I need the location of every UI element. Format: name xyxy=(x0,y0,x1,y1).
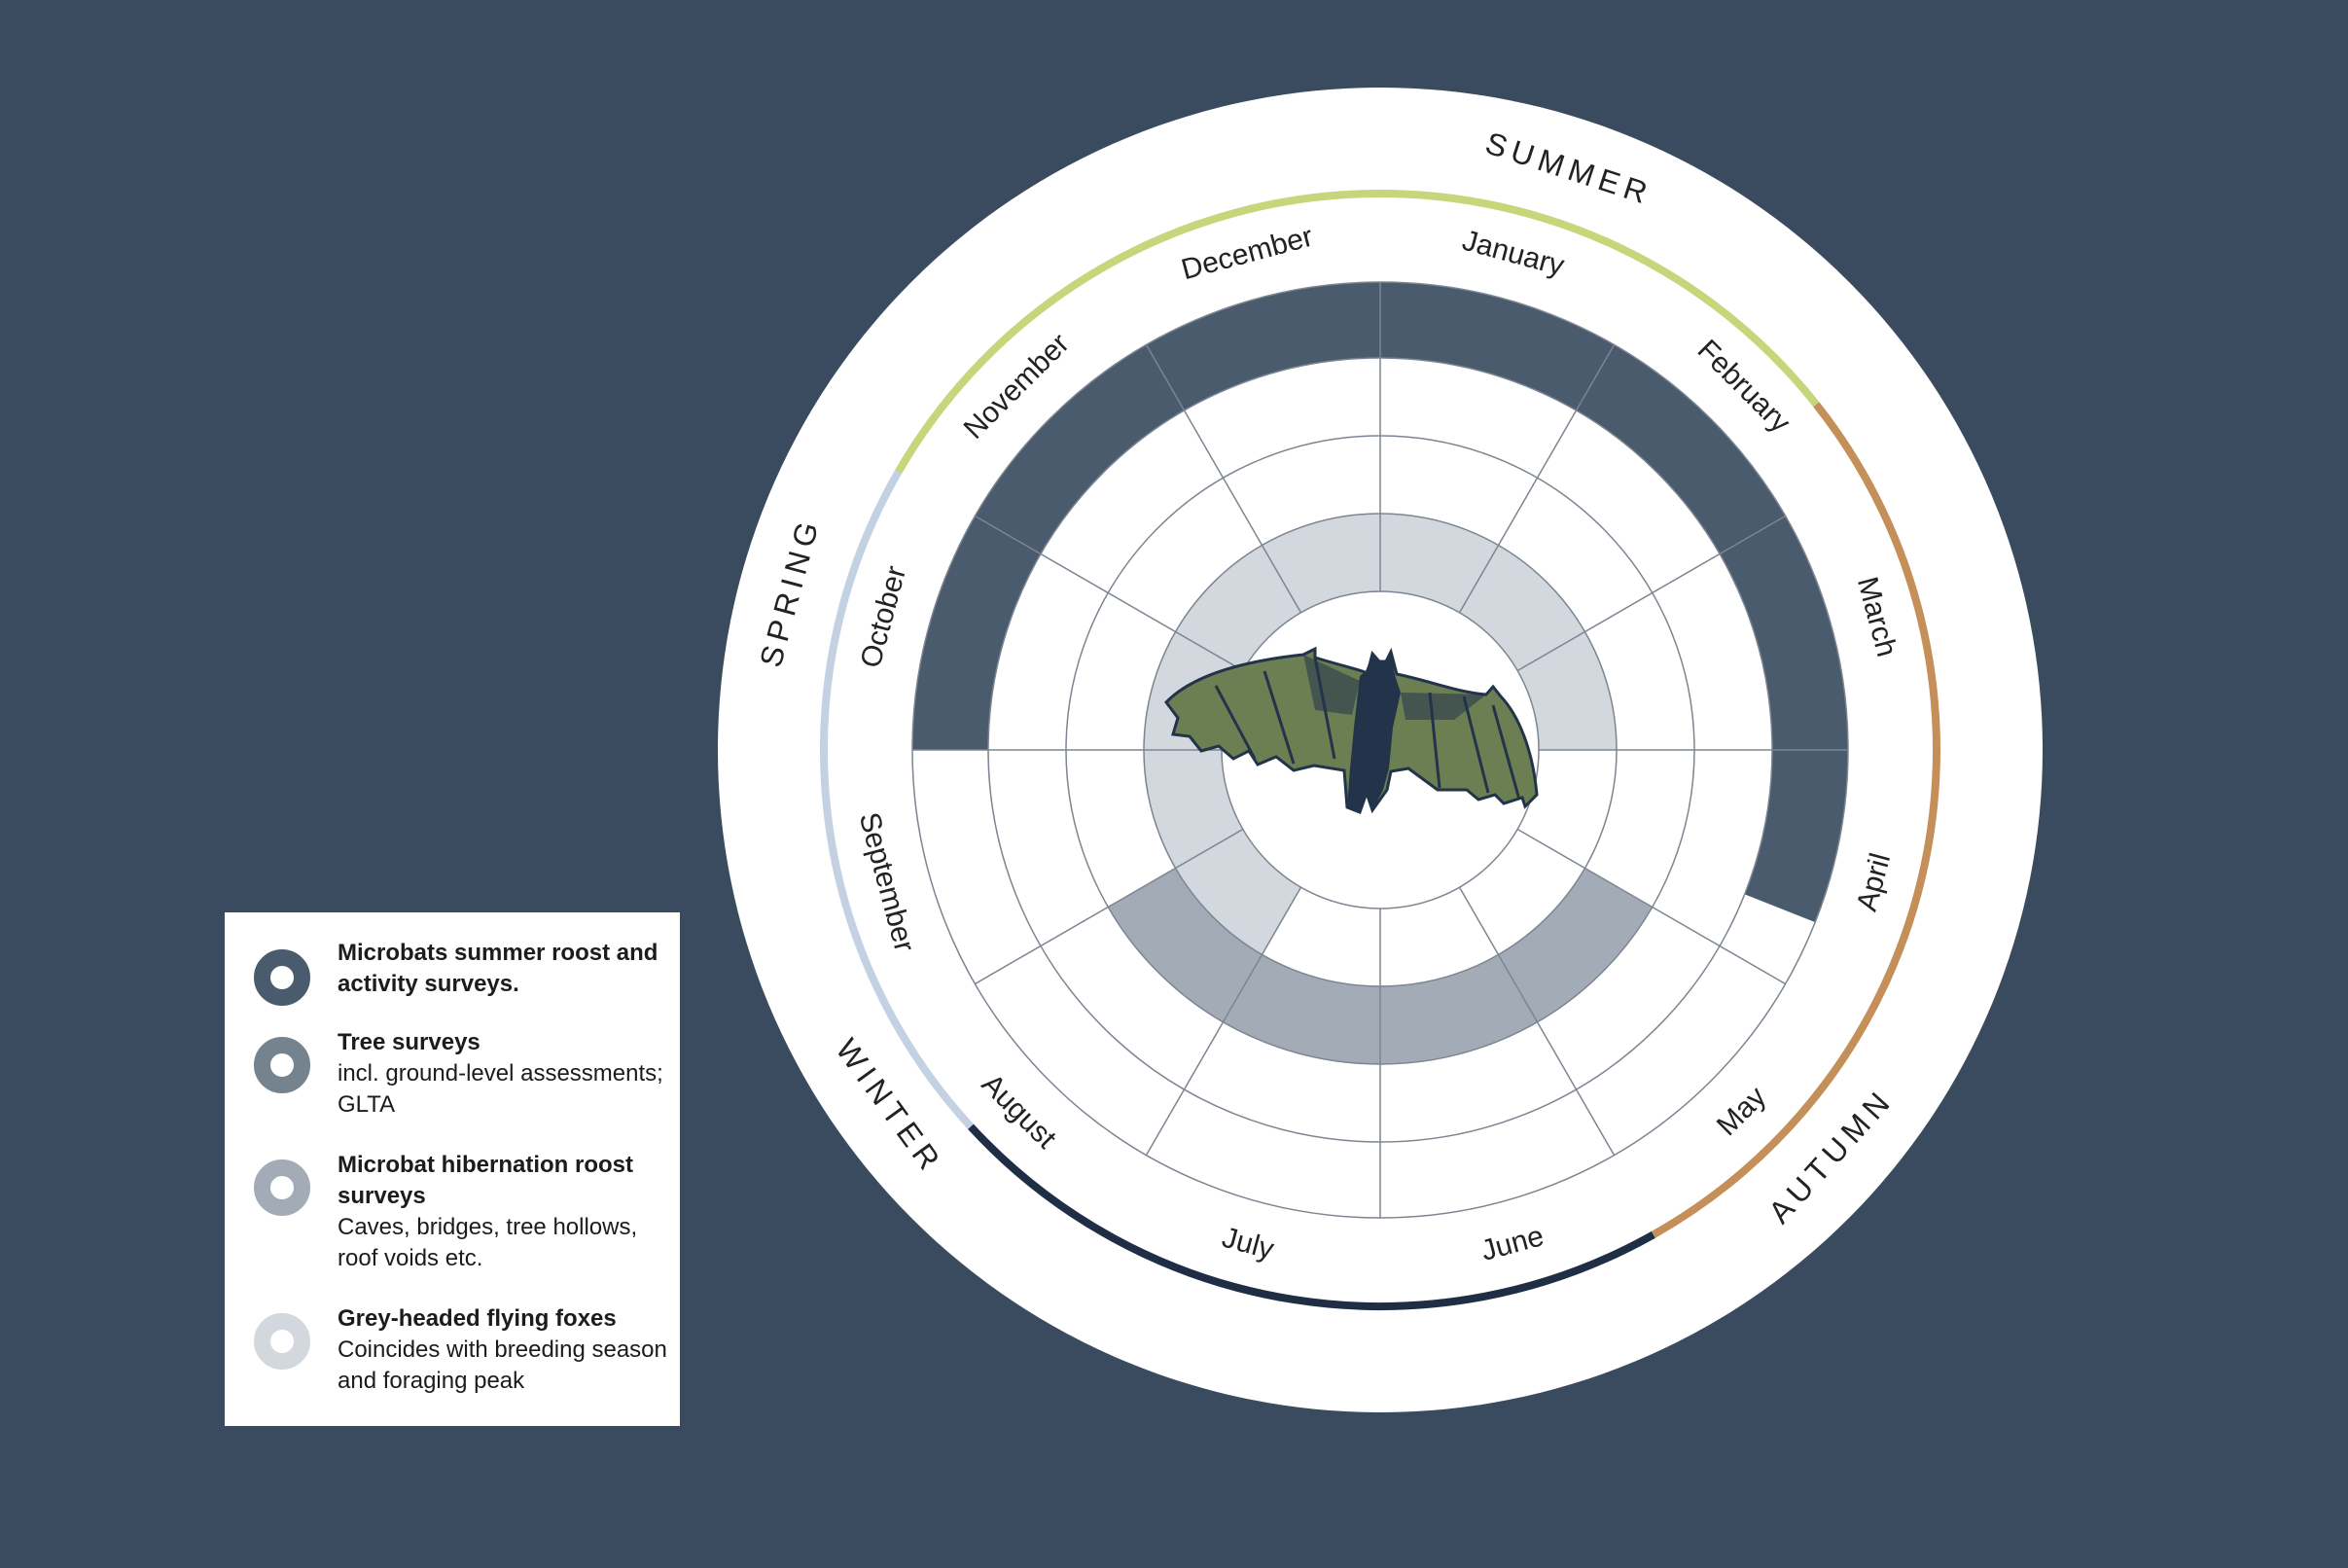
survey-rings xyxy=(912,282,1848,1064)
legend-title: Microbats summer roost and activity surv… xyxy=(338,940,658,997)
ring-swatch-icon xyxy=(254,1159,310,1216)
legend-description: incl. ground-level assessments; GLTA xyxy=(338,1060,663,1118)
month-dividers xyxy=(911,281,1849,1219)
legend-text: Tree surveys incl. ground-level assessme… xyxy=(338,1027,668,1121)
legend-text: Grey-headed flying foxes Coincides with … xyxy=(338,1303,668,1397)
month-divider xyxy=(975,515,1244,672)
ring-swatch-icon xyxy=(254,1313,310,1370)
legend-title: Tree surveys xyxy=(338,1029,480,1055)
legend-text: Microbats summer roost and activity surv… xyxy=(338,938,668,1000)
hibernation-roost-ring-segment xyxy=(1108,868,1653,1064)
flying-fox-bat-icon xyxy=(1164,646,1539,814)
ring-swatch-icon xyxy=(254,949,310,1006)
month-divider xyxy=(1458,344,1616,614)
season-arc-autumn xyxy=(1651,402,1940,1238)
legend-title: Microbat hibernation roost surveys xyxy=(338,1152,634,1209)
legend-description: Coincides with breeding season and forag… xyxy=(338,1336,667,1394)
month-divider xyxy=(1458,886,1616,1156)
month-divider xyxy=(1145,344,1302,614)
season-arc-winter xyxy=(968,1123,1655,1310)
month-divider xyxy=(1516,515,1786,672)
month-divider xyxy=(1145,886,1302,1156)
month-divider xyxy=(975,828,1244,985)
season-arc-summer xyxy=(895,190,1820,475)
legend-text: Microbat hibernation roost surveys Caves… xyxy=(338,1150,668,1274)
month-divider xyxy=(1516,828,1786,985)
legend: Microbats summer roost and activity surv… xyxy=(225,912,680,1426)
flying-foxes-ring-segment xyxy=(1144,513,1617,955)
ring-swatch-icon xyxy=(254,1037,310,1093)
season-arcs xyxy=(820,190,1940,1310)
season-arc-spring xyxy=(820,470,974,1129)
legend-title: Grey-headed flying foxes xyxy=(338,1305,617,1332)
legend-description: Caves, bridges, tree hollows, roof voids… xyxy=(338,1214,638,1271)
